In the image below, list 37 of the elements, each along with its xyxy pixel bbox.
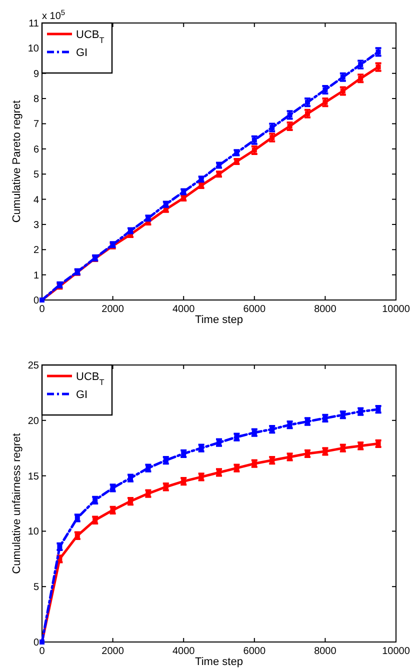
y-tick-label: 4 [33, 194, 40, 206]
y-tick-label: 1 [33, 270, 40, 282]
legend-label: GI [76, 389, 88, 401]
x-tick-label: 2000 [102, 646, 124, 657]
x-tick-label: 4000 [172, 304, 196, 315]
x-tick-label: 8000 [314, 646, 337, 657]
y-tick-label: 25 [28, 360, 40, 372]
x-tick-label: 6000 [243, 646, 266, 657]
x-tick-label: 8000 [314, 304, 337, 315]
y-axis-title: Cumulative Pareto regret [11, 100, 23, 223]
y-axis-title: Cumulative unfairness regret [11, 433, 23, 574]
x-tick-label: 10000 [382, 646, 410, 657]
text: x 10$^{5}$ [42, 8, 66, 22]
y-tick-label: 9 [33, 68, 40, 80]
y-tick-label: 10 [28, 526, 40, 538]
x-tick-label: 2000 [102, 304, 124, 315]
y-tick-label: 0 [33, 296, 40, 306]
y-tick-label: 2 [33, 245, 40, 256]
legend-label: UCB$_{T}$ [76, 371, 104, 386]
y-tick-label: 6 [33, 144, 40, 156]
x-tick-label: 4000 [172, 646, 196, 657]
x-axis-title: Time step [195, 314, 243, 326]
legend-label: UCB$_{T}$ [76, 29, 104, 44]
y-tick-label: 8 [33, 94, 40, 106]
y-tick-label: 7 [33, 119, 40, 130]
x-axis-title: Time step [195, 656, 243, 668]
y-tick-label: 11 [28, 18, 40, 30]
y-tick-label: 5 [33, 170, 40, 181]
legend-label: GI [76, 47, 88, 59]
y-tick-label: 20 [28, 416, 40, 427]
y-tick-label: 0 [33, 638, 40, 648]
y-tick-label: 10 [28, 44, 40, 55]
y-tick-label: 5 [33, 582, 40, 594]
y-tick-label: 15 [28, 471, 40, 482]
y-tick-label: 3 [33, 220, 40, 231]
x-tick-label: 10000 [382, 304, 410, 315]
x-tick-label: 6000 [243, 304, 266, 315]
